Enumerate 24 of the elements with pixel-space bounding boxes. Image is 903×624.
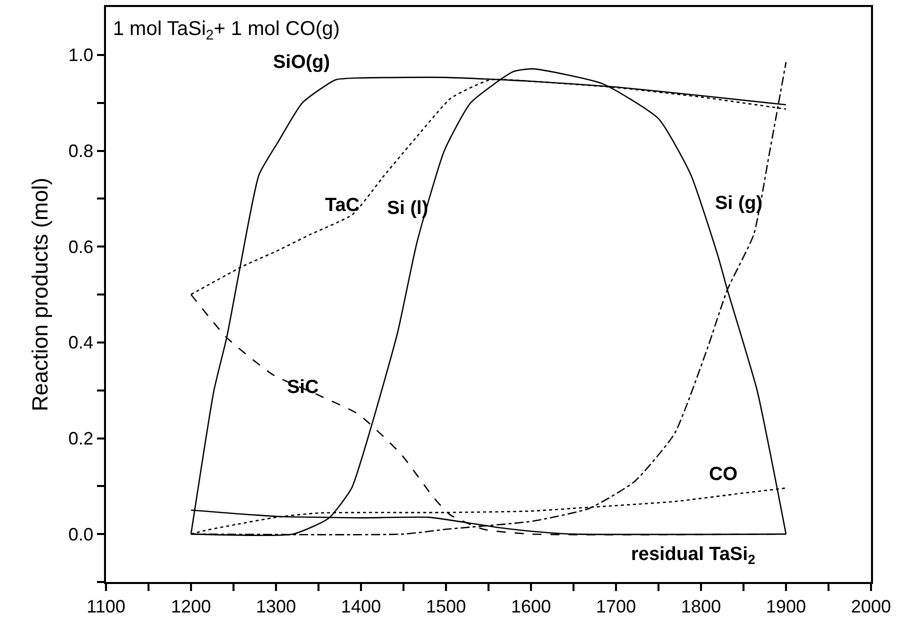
y-tick-label: 0.2 (68, 428, 94, 449)
x-tick-label: 1300 (256, 596, 296, 617)
series-label: CO (709, 464, 738, 485)
y-tick-label: 0.0 (68, 524, 94, 544)
y-tick-label: 0.6 (68, 236, 94, 257)
y-tick-label: 0.8 (68, 141, 94, 162)
x-tick-label: 1900 (766, 596, 806, 617)
series-label: TaC (325, 195, 360, 216)
x-tick-label: 1200 (170, 596, 212, 617)
x-tick-label: 1800 (680, 596, 722, 617)
text: 1 mol TaSi$_{2}$+ 1 mol CO(g) (112, 18, 340, 42)
y-axis-title: Reaction products (mol) (28, 178, 53, 412)
x-tick-label: 1700 (596, 596, 636, 617)
x-tick-label: 1600 (510, 596, 552, 617)
series-label: residual TaSi$_{2}$ (631, 544, 756, 567)
y-tick-label: 1.0 (68, 45, 94, 66)
series-label: SiO(g) (273, 52, 330, 73)
x-tick-label: 1500 (426, 596, 466, 617)
series-label: SiC (287, 377, 319, 398)
x-tick-label: 2000 (850, 596, 892, 617)
x-tick-label: 1100 (86, 596, 126, 617)
y-tick-label: 0.4 (68, 332, 94, 353)
series-label: Si (g) (715, 193, 762, 214)
x-tick-label: 1400 (340, 596, 382, 617)
